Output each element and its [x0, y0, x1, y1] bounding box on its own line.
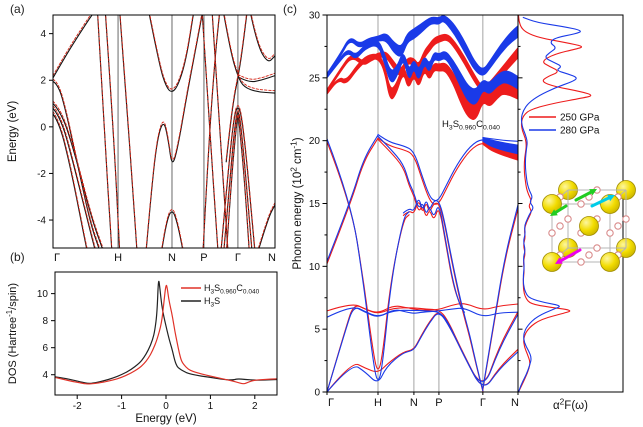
bands-kpoint-label: N [268, 252, 276, 264]
phonon-ytick-label: 5 [314, 325, 320, 336]
displacement-arrowhead [607, 194, 615, 202]
hydrogen-atom [548, 229, 556, 237]
phonon-epc-ribbon [327, 40, 518, 105]
bands-ytick-label: -4 [37, 216, 46, 227]
hydrogen-atom [614, 222, 622, 230]
dos-ytick-label: 4 [42, 370, 48, 381]
bands-ytick-label: 4 [40, 29, 46, 40]
hydrogen-atom [564, 215, 572, 223]
phonon-ytick-label: 20 [309, 136, 321, 147]
dos-xtick-label: 2 [252, 401, 258, 412]
phonon-kpoint-label: Γ [480, 397, 486, 409]
phonon-kpoint-label: Γ [328, 397, 334, 409]
bands-kpoint-label: Γ [54, 252, 60, 264]
dos-legend-label: H3S [204, 296, 220, 309]
displacement-arrow [554, 204, 568, 214]
eliashberg-a2f-panel: α2F(ω) [517, 14, 624, 412]
hydrogen-atom [593, 244, 601, 252]
phonon-ytick-label: 30 [309, 11, 321, 22]
dos-ytick-label: 6 [42, 343, 48, 354]
bands-h3s-c-doped [53, 15, 275, 248]
displacement-arrow [574, 190, 593, 202]
displacement-arrowhead [550, 209, 558, 216]
dos-xtick-label: -1 [117, 401, 126, 412]
dos-ytick-label: 10 [37, 289, 49, 300]
phonon-ytick-label: 25 [309, 73, 321, 84]
dos-xtick-label: 0 [163, 401, 169, 412]
bands-ytick-label: 2 [40, 76, 46, 87]
crystal-structure-inset [542, 180, 636, 272]
bands-kpoint-label: H [114, 252, 122, 264]
band-structure-panel: -4 -2 0 2 4 Γ H N P Γ N Energy (eV) [7, 14, 276, 264]
dos-legend-label: H3S0.960C0.040 [204, 283, 260, 296]
hydrogen-atom [577, 258, 585, 266]
phonon-ytick-label: 15 [309, 199, 321, 210]
panel-c-letter: (c) [283, 2, 297, 16]
phonon-branches-280GPa [327, 15, 518, 392]
bands-ylabel: Energy (eV) [7, 101, 19, 163]
hydrogen-atom [622, 215, 630, 223]
hydrogen-atom [585, 251, 593, 259]
phonon-dispersion-panel: 0 5 10 15 20 25 30 Γ H N P Γ N Phonon energy (102 cm-… [289, 11, 600, 410]
phonon-kpoint-label: H [374, 397, 382, 409]
dos-xtick-label: 1 [208, 401, 214, 412]
phonon-composition-annotation: H3S0.960C0.040 [442, 119, 500, 132]
dos-curve [55, 280, 277, 384]
phonon-kpoint-label: N [410, 397, 418, 409]
a2f-curve [518, 16, 581, 392]
hydrogen-atom [556, 222, 564, 230]
bands-kpoint-label: Γ [235, 252, 241, 264]
displacement-arrowhead [555, 257, 563, 264]
dos-panel: 4 6 8 10 -2 -1 0 1 2 Energy (eV) DOS (Hartree-1/sp… [5, 271, 278, 425]
phonon-epc-ribbon [482, 137, 518, 155]
sulfur-atom [579, 216, 599, 236]
bands-ytick-label: 0 [40, 122, 46, 133]
displacement-arrow [590, 196, 611, 208]
displacement-arrowhead [589, 189, 597, 196]
hydrogen-atom [577, 200, 585, 208]
phonon-legend: 250 GPa 280 GPa [529, 113, 600, 137]
hydrogen-atom [606, 229, 614, 237]
dos-ylabel: DOS (Hartree-1/spin) [5, 283, 19, 384]
dos-curve [55, 284, 277, 385]
phonon-kpoint-label: P [435, 397, 442, 409]
a2f-xlabel: α2F(ω) [553, 397, 588, 412]
phonon-legend-label: 250 GPa [560, 113, 600, 124]
phonon-legend-label: 280 GPa [560, 126, 600, 137]
sulfur-atom [600, 252, 620, 272]
dos-xtick-label: -2 [73, 401, 82, 412]
panel-a-letter: (a) [10, 2, 25, 16]
phonon-ytick-label: 10 [309, 262, 321, 273]
phonon-ytick-label: 0 [314, 388, 320, 399]
phonon-ylabel: Phonon energy (102 cm-1) [289, 137, 304, 269]
bands-kpoint-label: N [168, 252, 176, 264]
displacement-arrow [559, 248, 582, 263]
bands-ytick-label: -2 [37, 169, 46, 180]
phonon-kpoint-label: N [511, 397, 519, 409]
dos-xlabel: Energy (eV) [135, 413, 197, 425]
panel-b-letter: (b) [10, 250, 25, 264]
bands-kpoint-label: P [200, 252, 207, 264]
a2f-curve [518, 15, 592, 392]
dos-ytick-label: 8 [42, 316, 48, 327]
